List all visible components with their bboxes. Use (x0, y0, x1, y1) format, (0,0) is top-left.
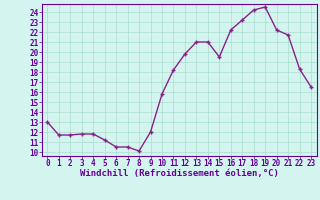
X-axis label: Windchill (Refroidissement éolien,°C): Windchill (Refroidissement éolien,°C) (80, 169, 279, 178)
